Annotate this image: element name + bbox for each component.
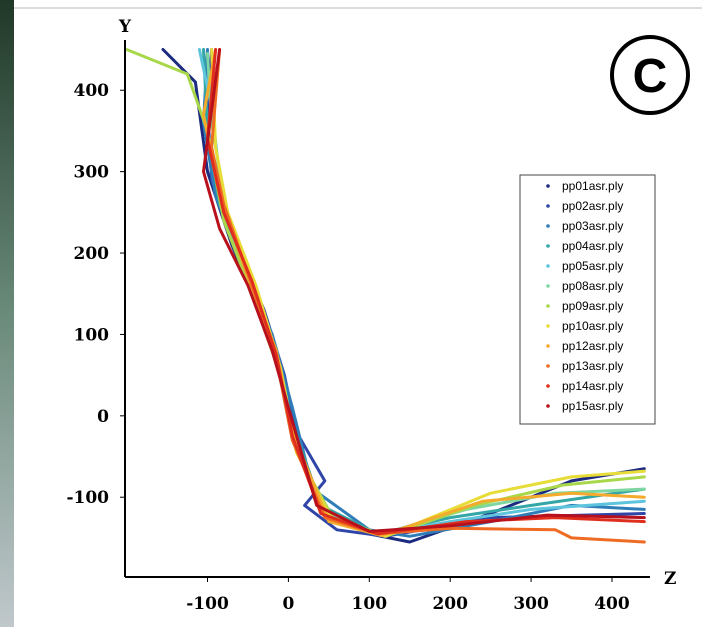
- legend-swatch: [546, 384, 550, 388]
- legend-label: pp15asr.ply: [562, 399, 623, 413]
- annotation: C: [633, 50, 668, 103]
- legend-label: pp01asr.ply: [562, 179, 623, 193]
- y-tick-label: -100: [66, 488, 109, 508]
- legend-box: [519, 174, 656, 425]
- legend-label: pp04asr.ply: [562, 239, 623, 253]
- x-axis-label: Z: [664, 569, 676, 589]
- legend-label: pp05asr.ply: [562, 259, 623, 273]
- legend-label: pp14asr.ply: [562, 379, 623, 393]
- legend-label: pp08asr.ply: [562, 279, 623, 293]
- x-tick-label: 0: [282, 594, 294, 614]
- photo-edge: [0, 0, 14, 627]
- legend-label: pp12asr.ply: [562, 339, 623, 353]
- legend-swatch: [546, 184, 550, 188]
- legend-label: pp02asr.ply: [562, 199, 623, 213]
- legend-label: pp13asr.ply: [562, 359, 623, 373]
- x-tick-label: 400: [594, 594, 630, 614]
- y-axis-label: Y: [118, 17, 132, 37]
- legend-label: pp10asr.ply: [562, 319, 623, 333]
- x-tick-label: 300: [513, 594, 549, 614]
- legend-label: pp03asr.ply: [562, 219, 623, 233]
- annotation-circle: [610, 35, 690, 115]
- y-tick-label: 400: [74, 81, 110, 101]
- legend-swatch: [546, 284, 550, 288]
- y-tick-label: 0: [97, 407, 109, 427]
- legend-swatch: [546, 364, 550, 368]
- x-tick-label: 200: [432, 594, 468, 614]
- legend-swatch: [546, 324, 550, 328]
- legend-swatch: [546, 344, 550, 348]
- legend-label: pp09asr.ply: [562, 299, 623, 313]
- legend-swatch: [546, 244, 550, 248]
- plot: [125, 48, 646, 544]
- x-tick-label: -100: [186, 594, 229, 614]
- legend-swatch: [546, 204, 550, 208]
- y-tick-label: 100: [74, 325, 110, 345]
- series-line: [202, 48, 646, 533]
- legend-swatch: [546, 264, 550, 268]
- legend-swatch: [546, 404, 550, 408]
- y-tick-label: 200: [74, 244, 110, 264]
- legend-swatch: [546, 304, 550, 308]
- legend-swatch: [546, 224, 550, 228]
- x-tick-label: 100: [352, 594, 388, 614]
- y-tick-label: 300: [74, 163, 110, 183]
